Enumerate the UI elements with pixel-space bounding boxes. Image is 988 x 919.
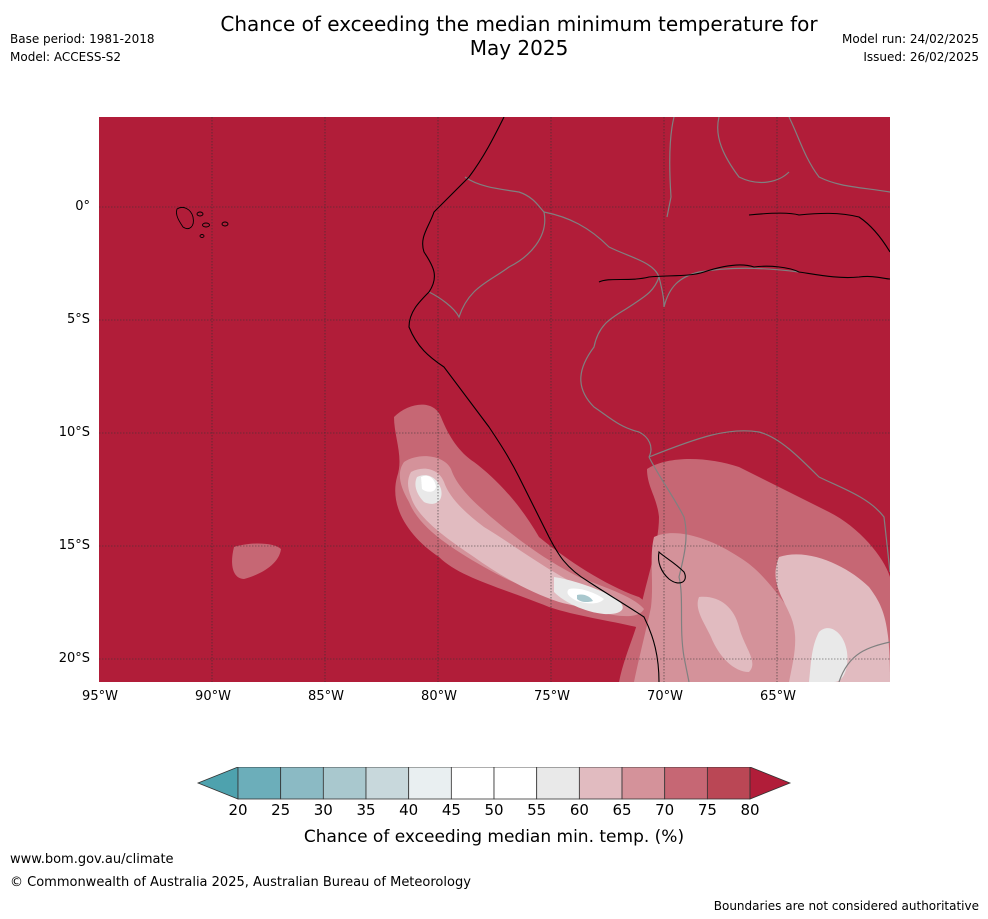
colorbar-cell xyxy=(578,767,623,800)
model-text: Model: ACCESS-S2 xyxy=(10,50,122,64)
lon-tick-65w: 65°W xyxy=(760,689,796,704)
disclaimer-text: Boundaries are not considered authoritat… xyxy=(713,899,979,913)
colorbar-tick-label: 80 xyxy=(740,801,760,819)
colorbar-tick-label: 20 xyxy=(228,801,248,819)
colorbar-cell xyxy=(621,767,666,800)
lon-tick-80w: 80°W xyxy=(421,689,457,704)
colorbar-tick-label: 40 xyxy=(399,801,419,819)
colorbar-cell xyxy=(536,767,580,800)
map-title-line-2: May 2025 xyxy=(469,36,569,60)
lon-tick-85w: 85°W xyxy=(308,689,344,704)
galapagos-islands xyxy=(176,206,229,238)
map-gridlines xyxy=(99,117,890,682)
colorbar-tick-label: 25 xyxy=(271,801,291,819)
colorbar-high-extend xyxy=(749,767,792,800)
map-title: Chance of exceeding the median minimum t… xyxy=(169,12,869,60)
lat-tick-5s: 5°S xyxy=(66,312,90,327)
country-boundaries xyxy=(428,117,890,682)
lat-tick-15s: 15°S xyxy=(58,538,90,553)
colorbar-cell xyxy=(493,767,538,800)
probability-band-20-35 xyxy=(577,594,593,603)
colorbar-cell xyxy=(365,767,410,800)
coastline xyxy=(408,117,890,682)
colorbar-cell xyxy=(237,767,282,800)
lon-tick-70w: 70°W xyxy=(647,689,683,704)
colorbar-cell xyxy=(322,767,367,800)
colorbar-title: Chance of exceeding median min. temp. (%… xyxy=(303,827,685,847)
lon-tick-75w: 75°W xyxy=(534,689,570,704)
lon-tick-90w: 90°W xyxy=(195,689,231,704)
lat-tick-20s: 20°S xyxy=(58,651,90,666)
lat-tick-0: 0° xyxy=(75,199,90,214)
colorbar-tick-label: 75 xyxy=(697,801,717,819)
copyright-text: © Commonwealth of Australia 2025, Austra… xyxy=(10,875,471,890)
metadata-left: Base period: 1981-2018 Model: ACCESS-S2 xyxy=(10,30,155,66)
colorbar-cell xyxy=(408,767,452,800)
forecast-map xyxy=(99,117,890,682)
colorbar-tick-label: 70 xyxy=(655,801,675,819)
lat-tick-10s: 10°S xyxy=(58,425,90,440)
colorbar-cell xyxy=(280,767,324,800)
colorbar-tick-label: 50 xyxy=(484,801,504,819)
colorbar-tick-label: 45 xyxy=(441,801,461,819)
colorbar xyxy=(196,767,792,800)
colorbar-tick-label: 65 xyxy=(612,801,632,819)
metadata-right: Model run: 24/02/2025 Issued: 26/02/2025 xyxy=(842,30,979,66)
colorbar-cell xyxy=(450,767,495,800)
colorbar-cell xyxy=(706,767,751,800)
lon-tick-95w: 95°W xyxy=(82,689,118,704)
website-text: www.bom.gov.au/climate xyxy=(10,852,174,867)
model-run-text: Model run: 24/02/2025 xyxy=(841,32,979,46)
base-period-text: Base period: 1981-2018 xyxy=(10,32,155,46)
colorbar-tick-label: 55 xyxy=(527,801,547,819)
colorbar-tick-label: 35 xyxy=(356,801,376,819)
probability-band-65-70 xyxy=(399,456,890,682)
map-title-line-1: Chance of exceeding the median minimum t… xyxy=(220,12,818,36)
issued-text: Issued: 26/02/2025 xyxy=(863,50,979,64)
colorbar-tick-label: 60 xyxy=(569,801,589,819)
colorbar-cells xyxy=(237,767,751,800)
colorbar-low-extend xyxy=(196,767,239,800)
colorbar-tick-label: 30 xyxy=(313,801,333,819)
colorbar-cell xyxy=(664,767,708,800)
